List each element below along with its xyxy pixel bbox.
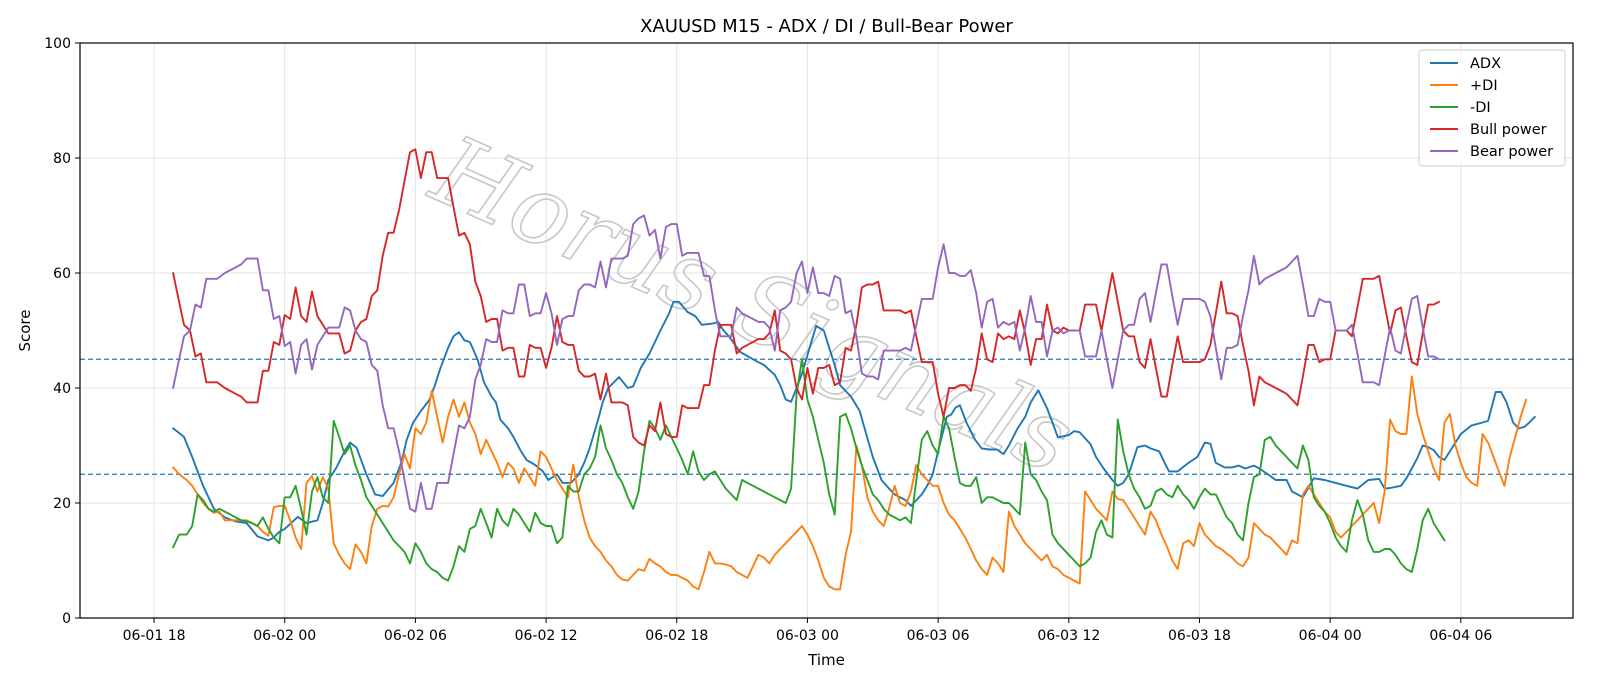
legend-box: [1418, 49, 1566, 167]
y-tick-label: 80: [53, 151, 71, 167]
x-axis-label: Time: [807, 651, 845, 669]
x-tick-label: 06-03 18: [1168, 628, 1231, 644]
x-tick-label: 06-03 00: [776, 628, 839, 644]
legend-label-di: -DI: [1470, 100, 1491, 116]
x-tick-label: 06-02 06: [384, 628, 447, 644]
x-tick-label: 06-04 00: [1299, 628, 1362, 644]
y-tick-label: 20: [53, 496, 71, 512]
grid-lines: [80, 42, 1573, 619]
y-axis-label: Score: [16, 309, 34, 351]
series-lines: [172, 148, 1536, 591]
x-tick-label: 06-03 06: [907, 628, 970, 644]
series-line-bear-power: [172, 214, 1441, 513]
series-line-di: [172, 358, 1446, 582]
x-tick-label: 06-02 00: [253, 628, 316, 644]
legend-label-di: +DI: [1470, 78, 1498, 94]
series-line-bull-power: [172, 148, 1441, 447]
legend-label-bear-power: Bear power: [1470, 144, 1553, 160]
x-tick-label: 06-02 12: [515, 628, 578, 644]
y-tick-label: 40: [53, 381, 71, 397]
x-tick-label: 06-04 06: [1429, 628, 1492, 644]
y-axis: 0 20 40 60 80 100: [44, 36, 80, 627]
series-line-di: [172, 375, 1528, 591]
legend-label-adx: ADX: [1470, 56, 1501, 72]
chart-title: XAUUSD M15 - ADX / DI / Bull-Bear Power: [640, 16, 1013, 37]
y-tick-label: 60: [53, 266, 71, 282]
x-tick-label: 06-03 12: [1037, 628, 1100, 644]
x-axis: 06-01 18 06-02 00 06-02 06 06-02 12 06-02 18…: [123, 618, 1492, 644]
y-tick-label: 100: [44, 36, 71, 52]
y-tick-label: 0: [62, 611, 71, 627]
legend: ADX +DI -DI Bull power Bear power: [1418, 49, 1566, 167]
x-tick-label: 06-02 18: [645, 628, 708, 644]
legend-label-bull-power: Bull power: [1470, 122, 1547, 138]
plot-frame: [79, 42, 1574, 619]
x-tick-label: 06-01 18: [123, 628, 186, 644]
